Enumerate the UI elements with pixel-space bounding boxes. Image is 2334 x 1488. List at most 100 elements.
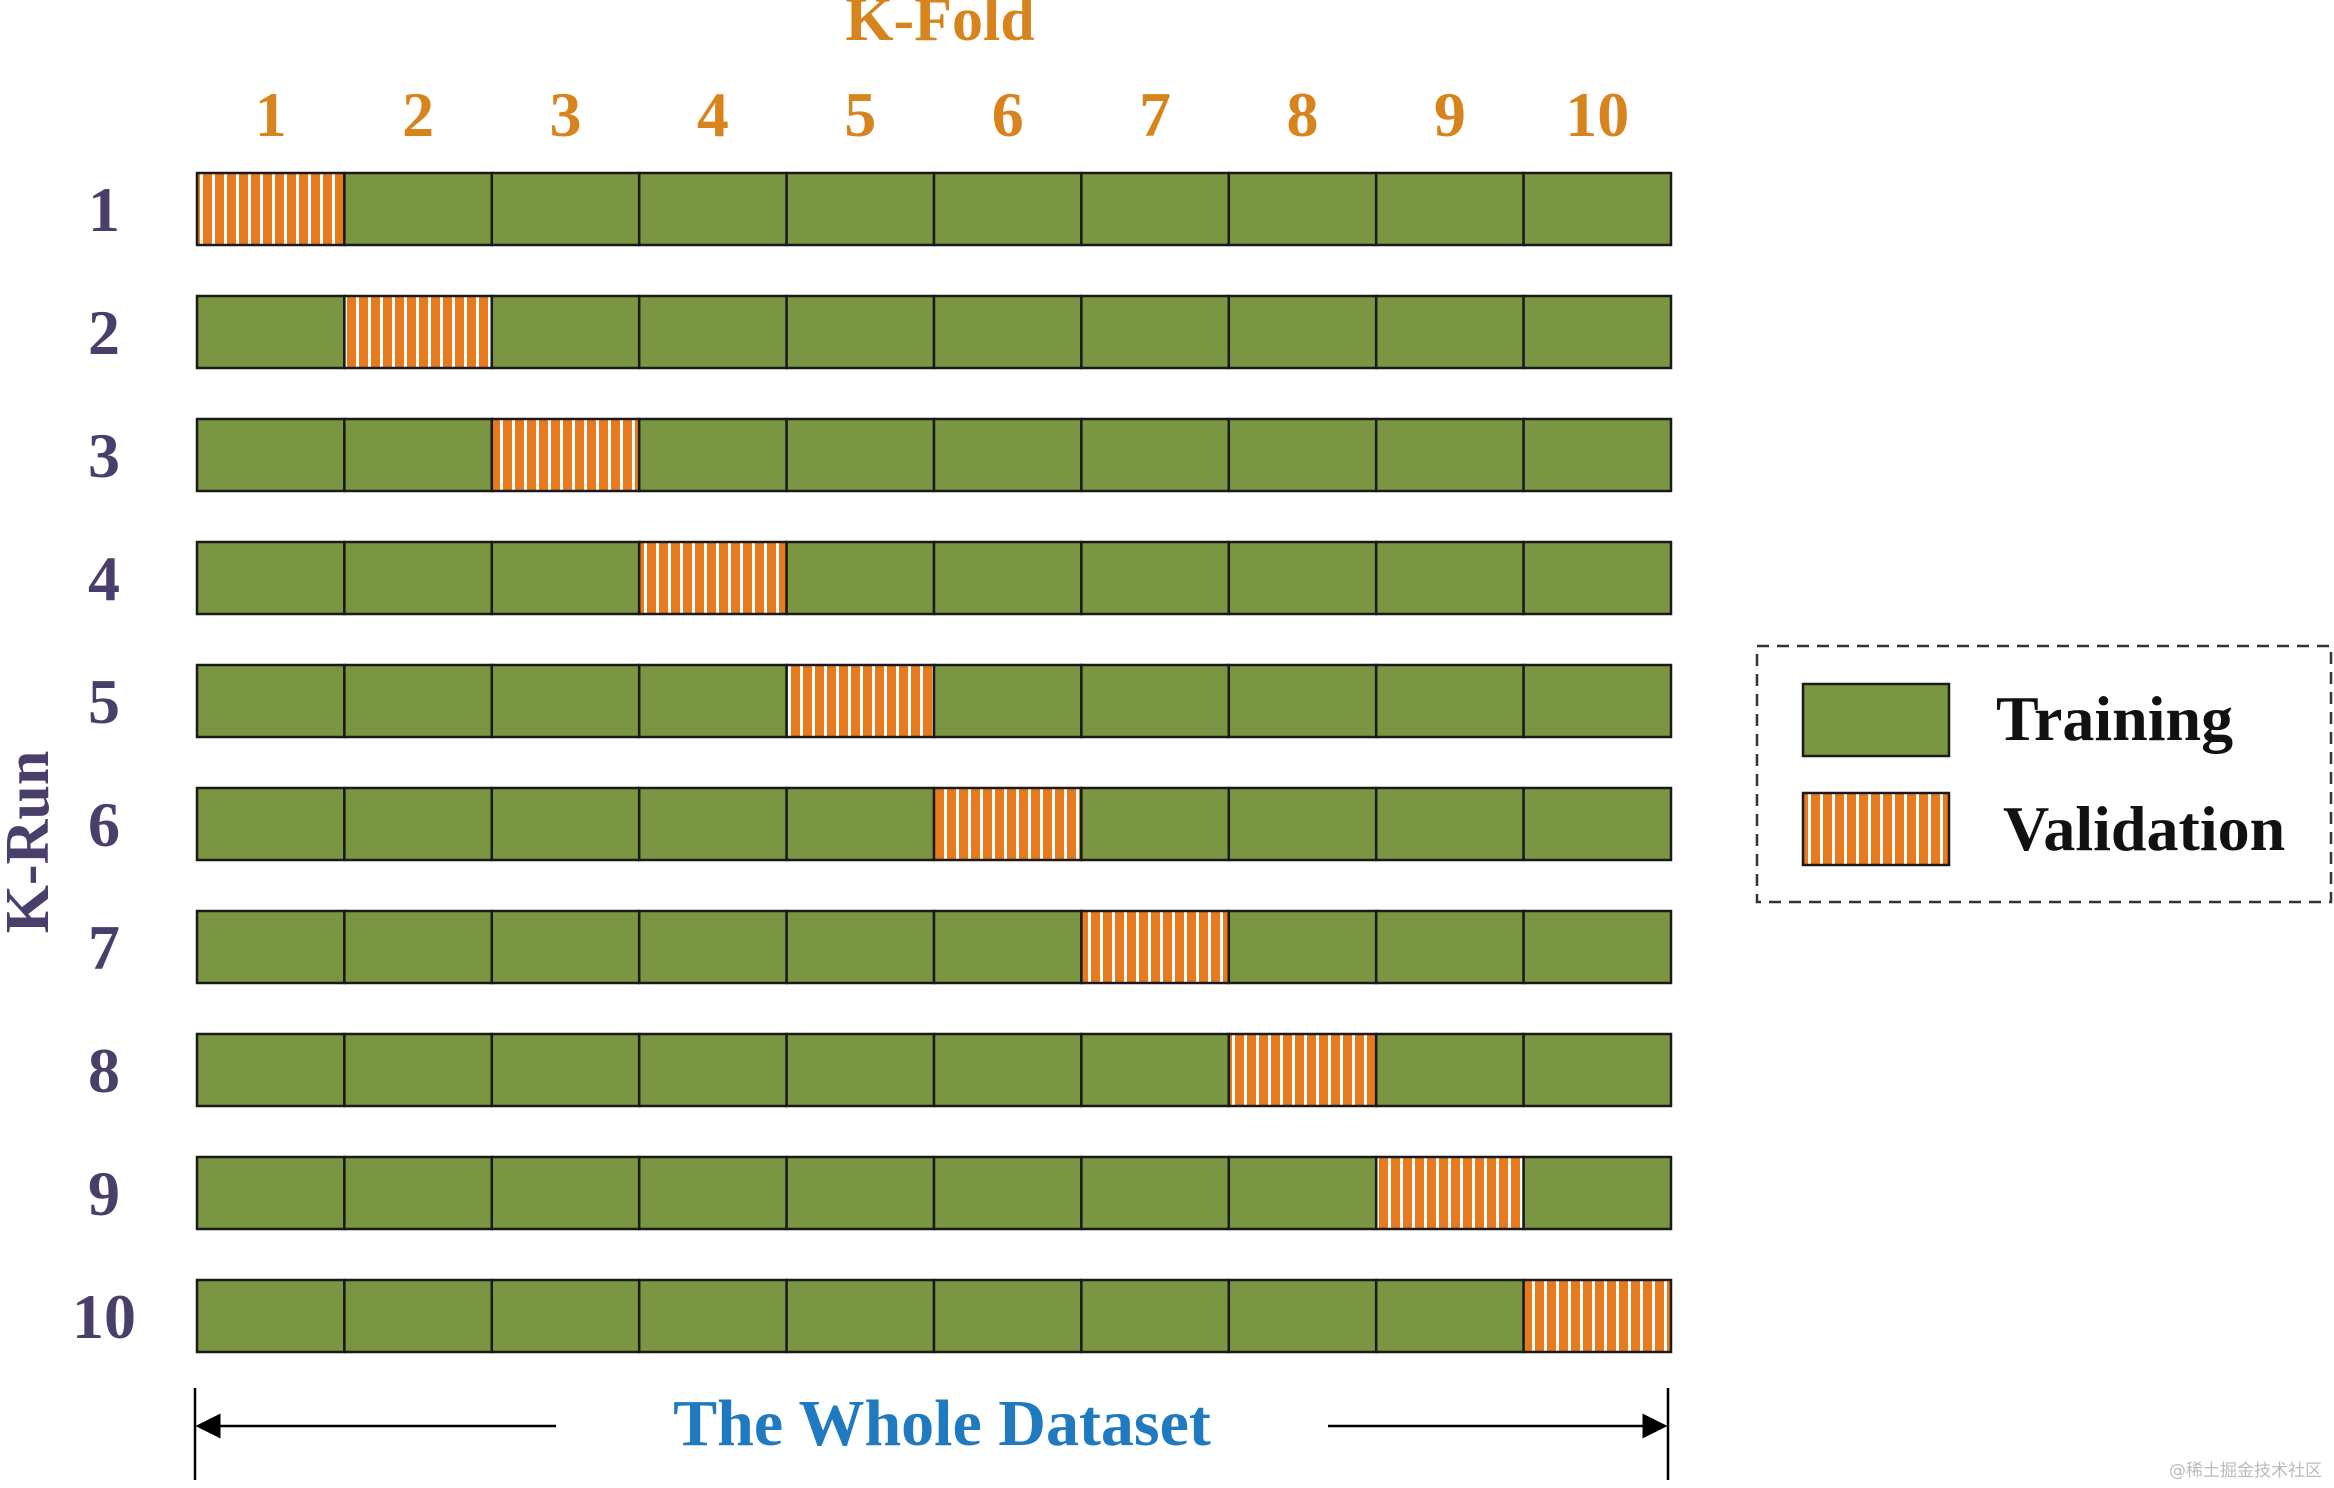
training-cell-run1-fold3 (490, 171, 641, 247)
training-cell-run4-fold10 (1522, 540, 1673, 616)
run-row-6 (195, 786, 1673, 862)
fold-number-6: 6 (992, 79, 1024, 150)
training-cell-run7-fold9 (1374, 909, 1525, 985)
training-cell-run9-fold1 (195, 1155, 346, 1231)
validation-cell-run1-fold1 (195, 171, 346, 247)
training-cell-run9-fold8 (1227, 1155, 1378, 1231)
fold-number-4: 4 (697, 79, 729, 150)
training-cell-run5-fold4 (637, 663, 788, 739)
training-cell-run1-fold5 (785, 171, 936, 247)
training-cell-run6-fold10 (1522, 786, 1673, 862)
training-cell-run1-fold6 (932, 171, 1083, 247)
run-number-labels: 1 2 3 4 5 6 7 8 9 10 (72, 174, 136, 1352)
run-number-3: 3 (88, 420, 120, 491)
fold-number-1: 1 (255, 79, 287, 150)
training-cell-run8-fold5 (785, 1032, 936, 1108)
training-cell-run3-fold7 (1080, 417, 1231, 493)
run-row-7 (195, 909, 1673, 985)
validation-cell-run10-fold10 (1522, 1278, 1673, 1354)
training-cell-run3-fold9 (1374, 417, 1525, 493)
training-cell-run3-fold1 (195, 417, 346, 493)
training-cell-run5-fold10 (1522, 663, 1673, 739)
training-cell-run2-fold5 (785, 294, 936, 370)
training-cell-run5-fold3 (490, 663, 641, 739)
watermark: @稀土掘金技术社区 (2169, 1461, 2322, 1481)
training-cell-run7-fold4 (637, 909, 788, 985)
training-cell-run1-fold4 (637, 171, 788, 247)
training-cell-run4-fold5 (785, 540, 936, 616)
training-cell-run9-fold7 (1080, 1155, 1231, 1231)
legend-training-swatch (1801, 682, 1951, 758)
run-row-10 (195, 1278, 1673, 1354)
training-cell-run4-fold8 (1227, 540, 1378, 616)
training-cell-run2-fold1 (195, 294, 346, 370)
k-fold-title: K-Fold (845, 0, 1034, 54)
run-row-1 (195, 171, 1673, 247)
training-cell-run2-fold6 (932, 294, 1083, 370)
fold-number-8: 8 (1287, 79, 1319, 150)
run-number-7: 7 (88, 912, 120, 983)
training-cell-run8-fold4 (637, 1032, 788, 1108)
fold-number-3: 3 (550, 79, 582, 150)
run-row-8 (195, 1032, 1673, 1108)
training-cell-run3-fold2 (343, 417, 494, 493)
training-cell-run8-fold9 (1374, 1032, 1525, 1108)
training-cell-run10-fold7 (1080, 1278, 1231, 1354)
training-cell-run1-fold8 (1227, 171, 1378, 247)
training-cell-run10-fold5 (785, 1278, 936, 1354)
validation-cell-run3-fold3 (490, 417, 641, 493)
validation-cell-run8-fold8 (1227, 1032, 1378, 1108)
training-cell-run10-fold9 (1374, 1278, 1525, 1354)
fold-number-labels: 1 2 3 4 5 6 7 8 9 10 (255, 79, 1630, 150)
legend: Training Validation (1755, 644, 2333, 904)
dataset-label: The Whole Dataset (673, 1387, 1211, 1460)
training-cell-run2-fold4 (637, 294, 788, 370)
training-cell-run7-fold3 (490, 909, 641, 985)
validation-cell-run5-fold5 (785, 663, 936, 739)
training-cell-run10-fold3 (490, 1278, 641, 1354)
training-cell-run6-fold2 (343, 786, 494, 862)
training-cell-run8-fold10 (1522, 1032, 1673, 1108)
training-cell-run8-fold6 (932, 1032, 1083, 1108)
training-cell-run10-fold2 (343, 1278, 494, 1354)
training-cell-run8-fold3 (490, 1032, 641, 1108)
run-number-5: 5 (88, 666, 120, 737)
training-cell-run2-fold3 (490, 294, 641, 370)
run-row-9 (195, 1155, 1673, 1231)
training-cell-run9-fold6 (932, 1155, 1083, 1231)
training-cell-run9-fold4 (637, 1155, 788, 1231)
training-cell-run10-fold1 (195, 1278, 346, 1354)
validation-cell-run6-fold6 (932, 786, 1083, 862)
run-number-6: 6 (88, 789, 120, 860)
training-cell-run7-fold5 (785, 909, 936, 985)
training-cell-run4-fold2 (343, 540, 494, 616)
training-cell-run6-fold1 (195, 786, 346, 862)
training-cell-run4-fold9 (1374, 540, 1525, 616)
training-cell-run9-fold10 (1522, 1155, 1673, 1231)
training-cell-run7-fold8 (1227, 909, 1378, 985)
training-cell-run3-fold8 (1227, 417, 1378, 493)
training-cell-run7-fold2 (343, 909, 494, 985)
run-row-2 (195, 294, 1673, 370)
training-cell-run5-fold6 (932, 663, 1083, 739)
training-cell-run8-fold1 (195, 1032, 346, 1108)
training-cell-run6-fold3 (490, 786, 641, 862)
training-cell-run9-fold3 (490, 1155, 641, 1231)
training-cell-run9-fold5 (785, 1155, 936, 1231)
training-cell-run2-fold9 (1374, 294, 1525, 370)
run-number-9: 9 (88, 1158, 120, 1229)
training-cell-run10-fold8 (1227, 1278, 1378, 1354)
run-number-8: 8 (88, 1035, 120, 1106)
run-row-5 (195, 663, 1673, 739)
training-cell-run10-fold4 (637, 1278, 788, 1354)
training-cell-run5-fold8 (1227, 663, 1378, 739)
training-cell-run5-fold7 (1080, 663, 1231, 739)
validation-cell-run2-fold2 (343, 294, 494, 370)
training-cell-run2-fold7 (1080, 294, 1231, 370)
legend-training-label: Training (1996, 683, 2233, 754)
run-number-1: 1 (88, 174, 120, 245)
training-cell-run4-fold7 (1080, 540, 1231, 616)
run-number-2: 2 (88, 297, 120, 368)
training-cell-run1-fold7 (1080, 171, 1231, 247)
